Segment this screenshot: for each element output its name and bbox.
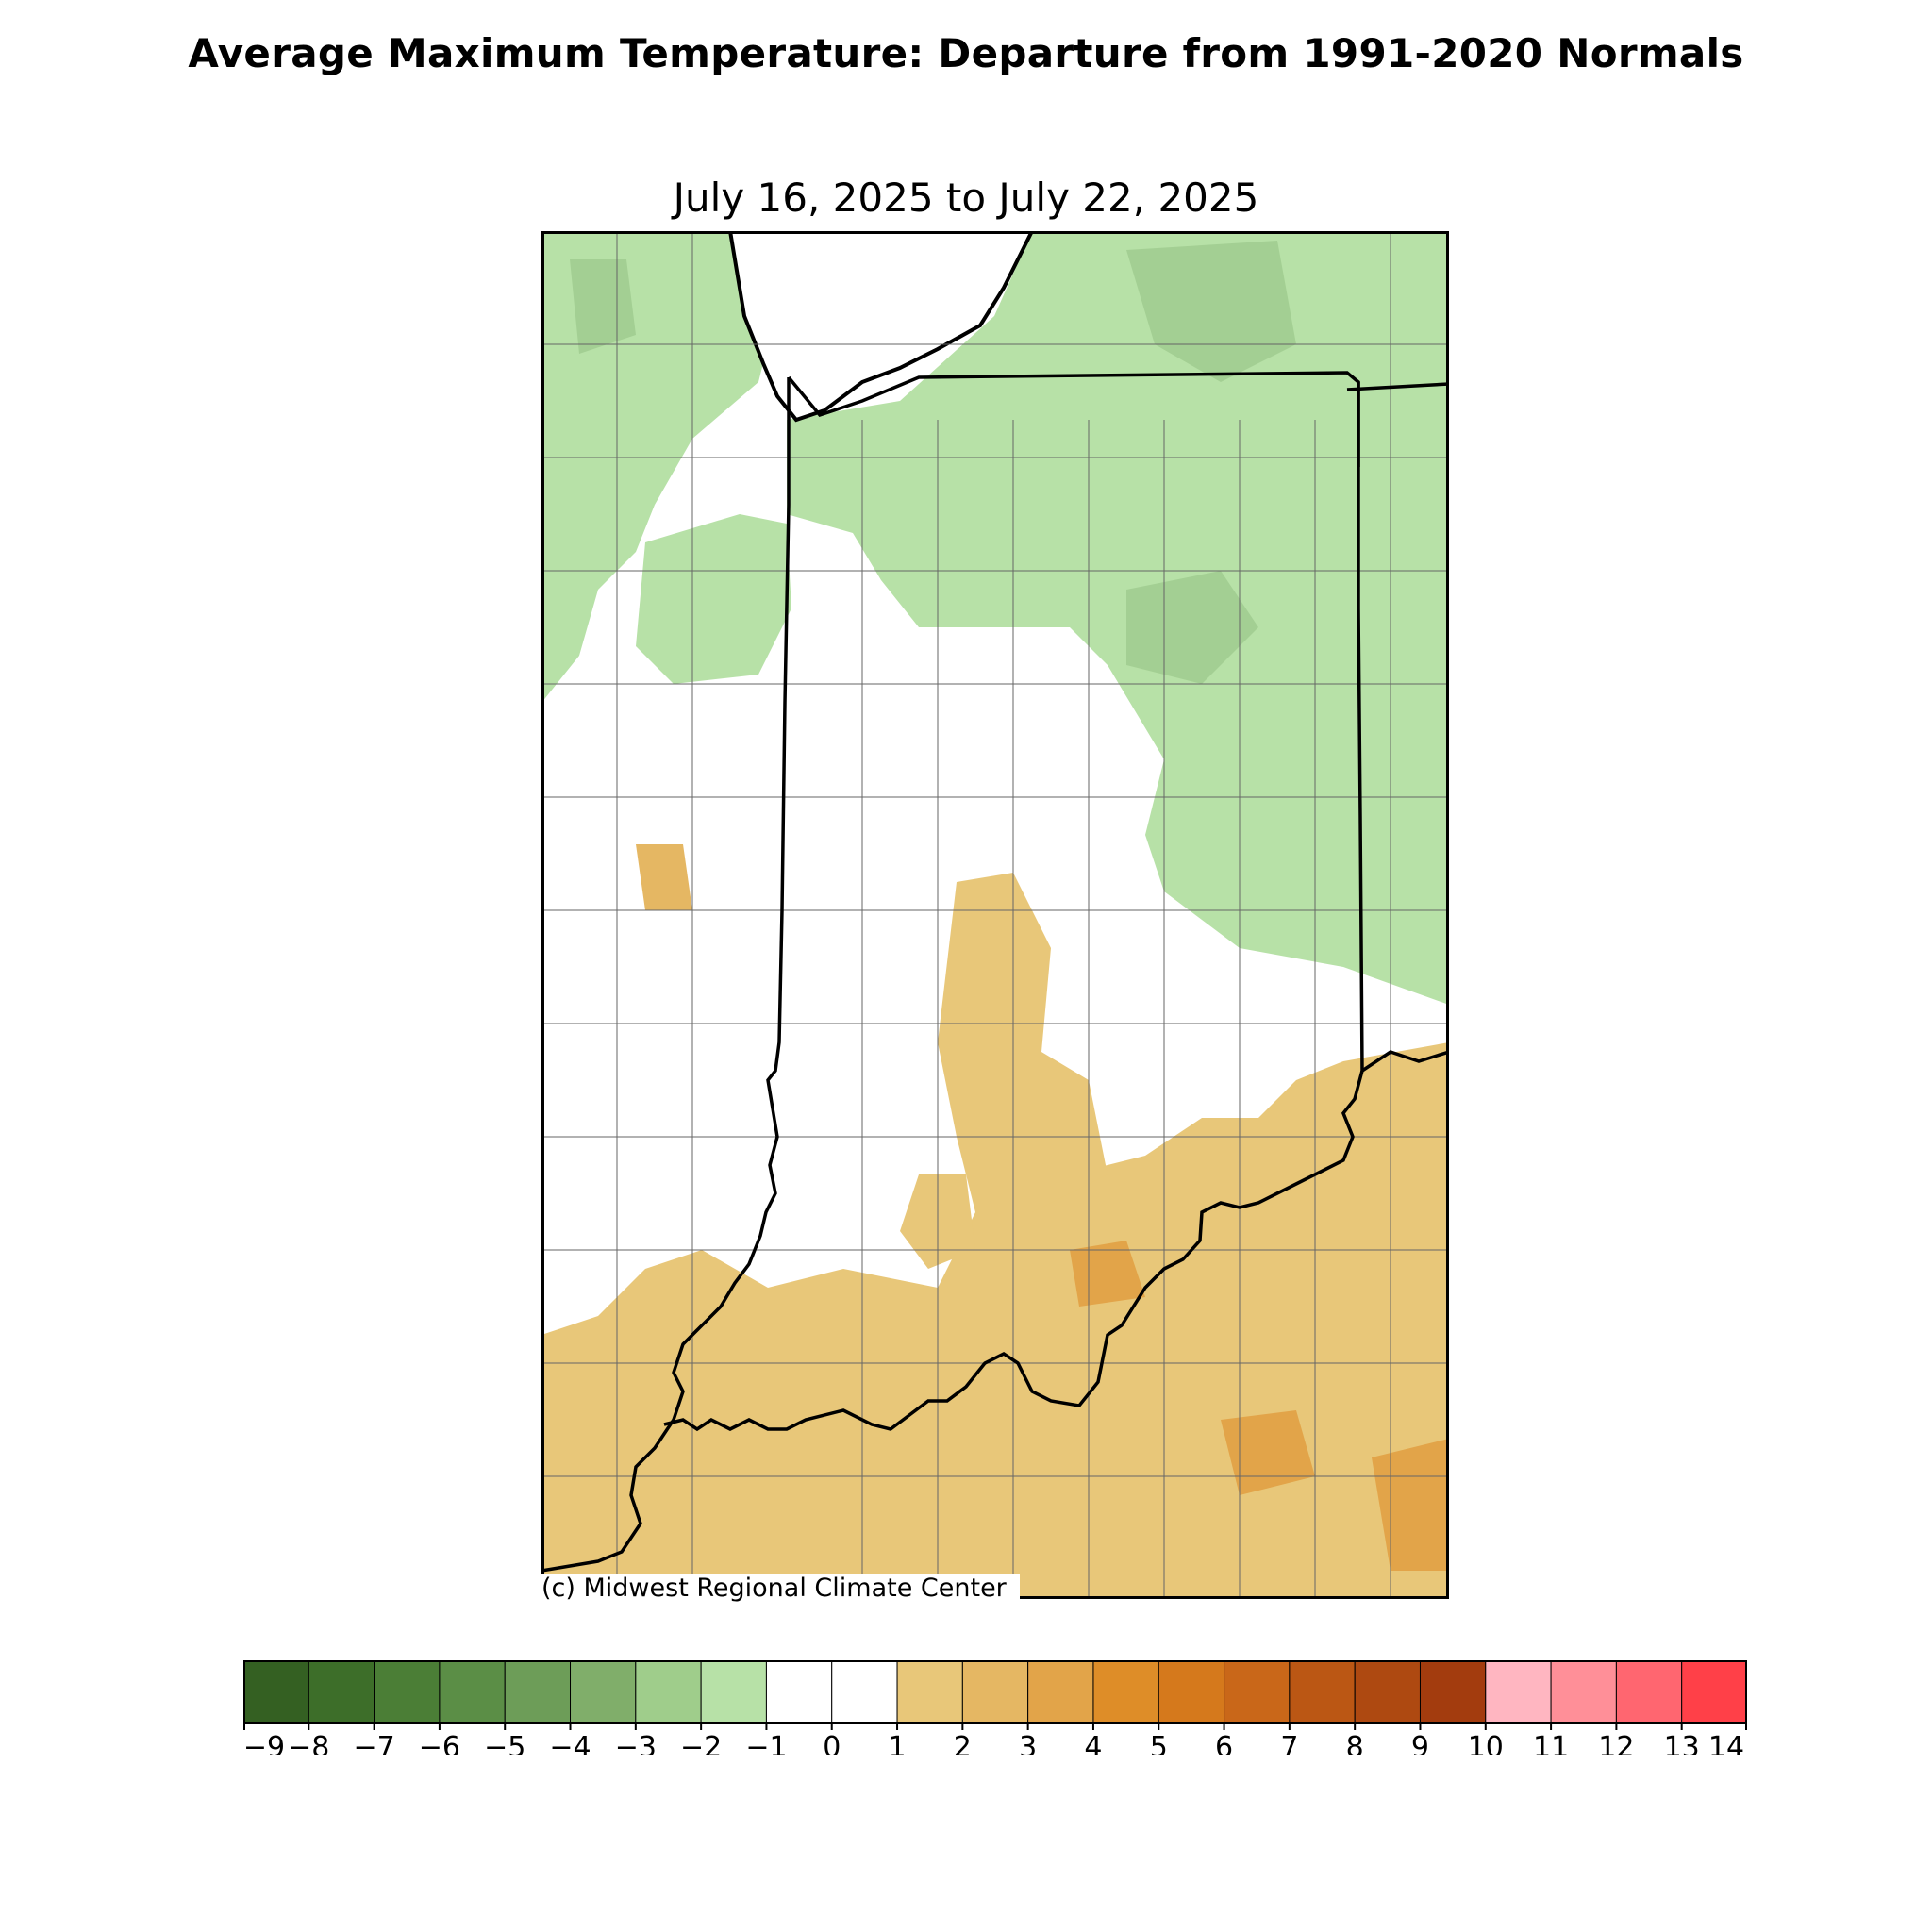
colorbar-swatch: [570, 1660, 637, 1724]
indiana-ohio-border: [663, 382, 1364, 1432]
map-title: Average Maximum Temperature: Departure f…: [188, 30, 1744, 76]
lake-michigan: [727, 231, 1035, 423]
colorbar-tick-label: 13: [1664, 1731, 1700, 1755]
below-normal-core-1: [1126, 241, 1296, 382]
date-range-subtitle: July 16, 2025 to July 22, 2025: [673, 175, 1259, 221]
credit-label: (c) Midwest Regional Climate Center: [541, 1574, 1020, 1603]
colorbar-swatch: [504, 1660, 572, 1724]
colorbar-tick-label: −2: [680, 1731, 722, 1755]
colorbar-tick-label: −7: [353, 1731, 394, 1755]
above-normal-southwest: [541, 1042, 1449, 1599]
colorbar-swatch: [1224, 1660, 1291, 1724]
colorbar-tick-label: 6: [1215, 1731, 1233, 1755]
below-normal-northwest: [541, 231, 773, 703]
colorbar-tick-label: −6: [419, 1731, 460, 1755]
michigan-ohio-border: [1346, 382, 1449, 391]
colorbar-swatch: [1027, 1660, 1094, 1724]
colorbar-swatch: [1485, 1660, 1552, 1724]
above-normal-illinois-spot: [636, 844, 692, 910]
colorbar-tick-label: −9: [243, 1731, 285, 1755]
colorbar-tick-label: 12: [1598, 1731, 1634, 1755]
below-normal-region: [541, 231, 1449, 1005]
colorbar-swatch: [896, 1660, 963, 1724]
colorbar-legend: −9 −8 −7 −6 −5 −4 −3 −2 −1 0 1 2 3 4 5 6 7 8 9 10 11 12 13 14: [243, 1660, 1747, 1755]
colorbar-swatch: [1092, 1660, 1159, 1724]
colorbar-tick-label: 9: [1411, 1731, 1429, 1755]
colorbar-swatch: [1681, 1660, 1747, 1724]
colorbar-tick-label: −3: [615, 1731, 657, 1755]
colorbar-swatch: [765, 1660, 833, 1724]
colorbar-tick-label: −4: [549, 1731, 591, 1755]
colorbar-tick-label: 7: [1280, 1731, 1298, 1755]
below-normal-west-illinois: [636, 514, 791, 684]
colorbar-swatch: [439, 1660, 506, 1724]
colorbar-outline: [243, 1660, 1747, 1724]
colorbar-swatch: [1158, 1660, 1225, 1724]
colorbar-tick-label: 1: [888, 1731, 906, 1755]
colorbar-swatch: [961, 1660, 1029, 1724]
temperature-departure-map: [541, 231, 1449, 1599]
colorbar-tick-label: 3: [1019, 1731, 1037, 1755]
colorbar-tick-label: −8: [288, 1731, 329, 1755]
below-normal-core-2: [1126, 571, 1258, 684]
colorbar-swatch: [1289, 1660, 1356, 1724]
colorbar-swatch: [1615, 1660, 1683, 1724]
colorbar-swatch: [831, 1660, 898, 1724]
colorbar-swatch: [700, 1660, 767, 1724]
colorbar-tick-label: 10: [1468, 1731, 1504, 1755]
colorbar-tick-label: −1: [745, 1731, 787, 1755]
below-normal-core-3: [570, 259, 636, 354]
above-normal-central-1: [938, 873, 1108, 1212]
colorbar-tick-label: 14: [1708, 1731, 1744, 1755]
colorbar-tick-label: 2: [954, 1731, 972, 1755]
below-normal-northeast: [787, 231, 1449, 1005]
colorbar-swatch: [308, 1660, 375, 1724]
indiana-illinois-border: [541, 377, 791, 1573]
colorbar-tick-label: 0: [823, 1731, 841, 1755]
colorbar-tick-label: −5: [484, 1731, 525, 1755]
colorbar-swatch: [374, 1660, 441, 1724]
above-normal-core-1: [1221, 1410, 1315, 1495]
colorbar-swatch: [1354, 1660, 1421, 1724]
colorbar-tick-label: 11: [1533, 1731, 1569, 1755]
colorbar-swatch: [243, 1660, 309, 1724]
colorbar-swatch: [1419, 1660, 1487, 1724]
colorbar-tick-label: 8: [1346, 1731, 1364, 1755]
colorbar-swatch: [635, 1660, 702, 1724]
colorbar-tick-label: 4: [1084, 1731, 1102, 1755]
colorbar-swatch: [1550, 1660, 1617, 1724]
state-borders: [541, 371, 1449, 1573]
colorbar-tick-label: 5: [1150, 1731, 1168, 1755]
county-lines: [541, 231, 1449, 1599]
ohio-kentucky-border: [1361, 1050, 1449, 1073]
